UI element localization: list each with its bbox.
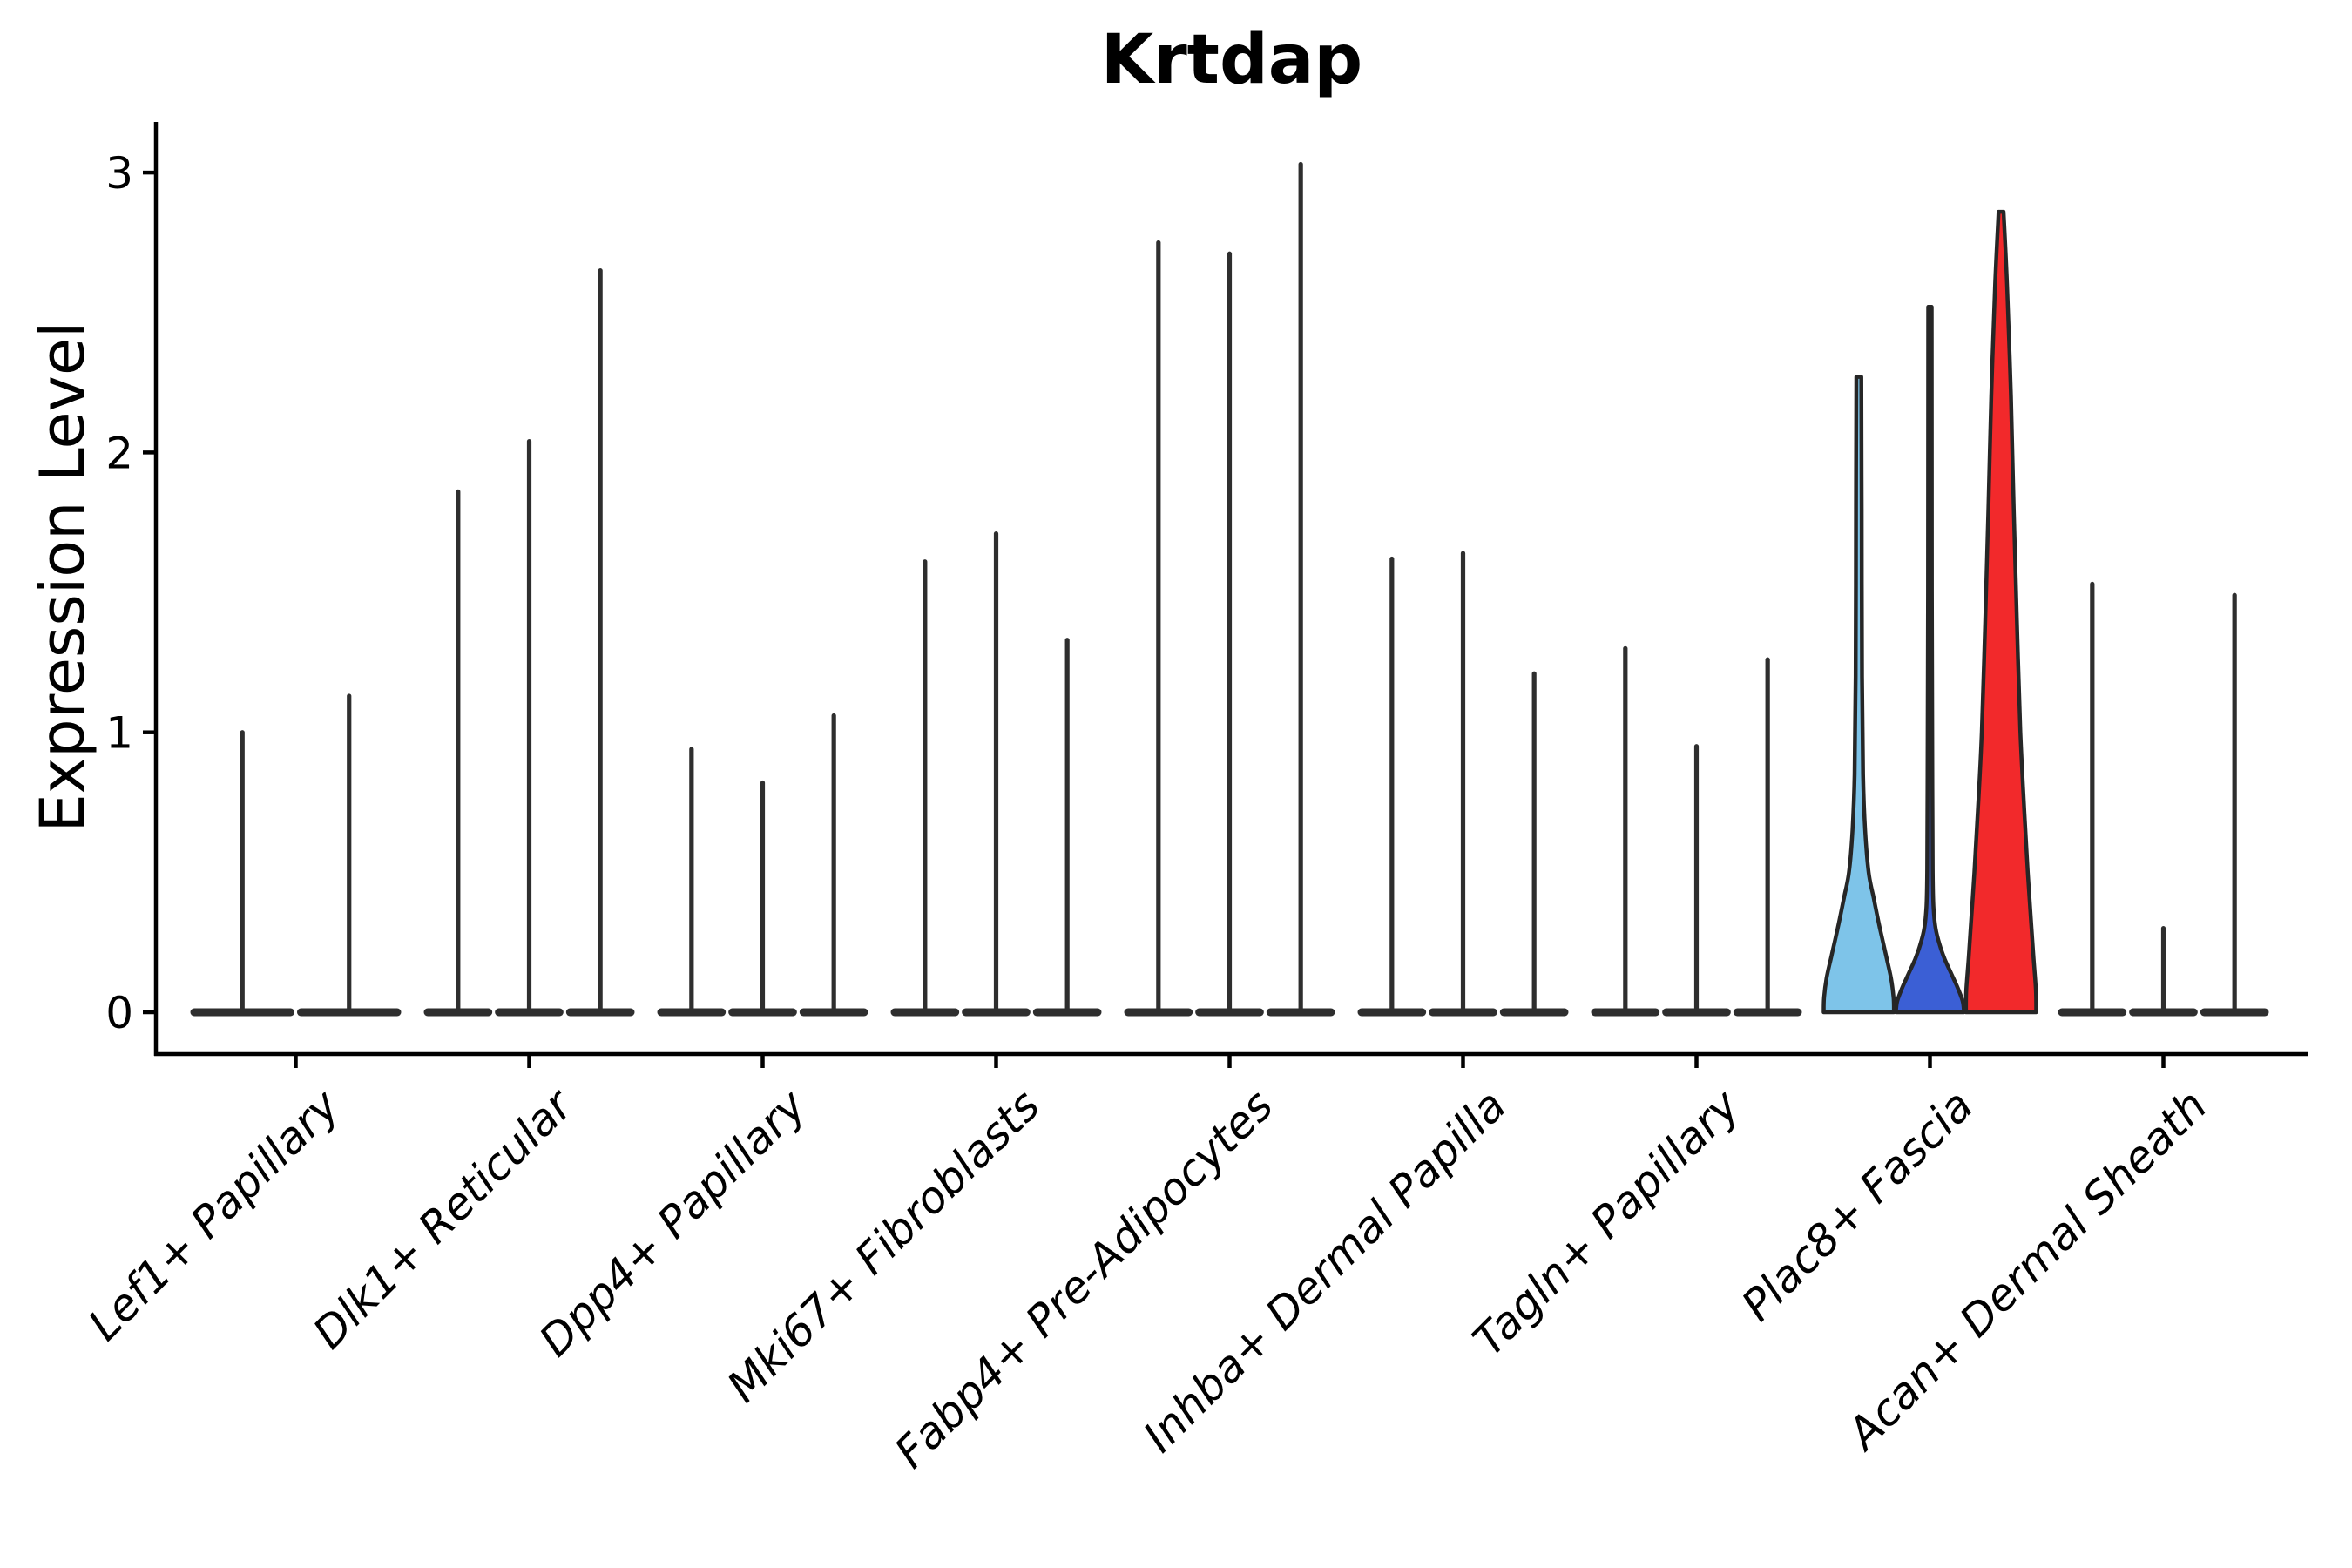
y-tick-label: 1 <box>105 708 133 759</box>
y-tick-label: 2 <box>105 428 133 478</box>
y-tick-label: 0 <box>105 988 133 1038</box>
violin-body <box>1821 375 1896 1015</box>
violin-body <box>1963 209 2038 1015</box>
y-tick-label: 3 <box>105 148 133 199</box>
chart-title: Krtdap <box>1100 21 1363 99</box>
violin-body <box>1894 305 1966 1015</box>
y-axis-label: Expression Level <box>27 321 98 833</box>
